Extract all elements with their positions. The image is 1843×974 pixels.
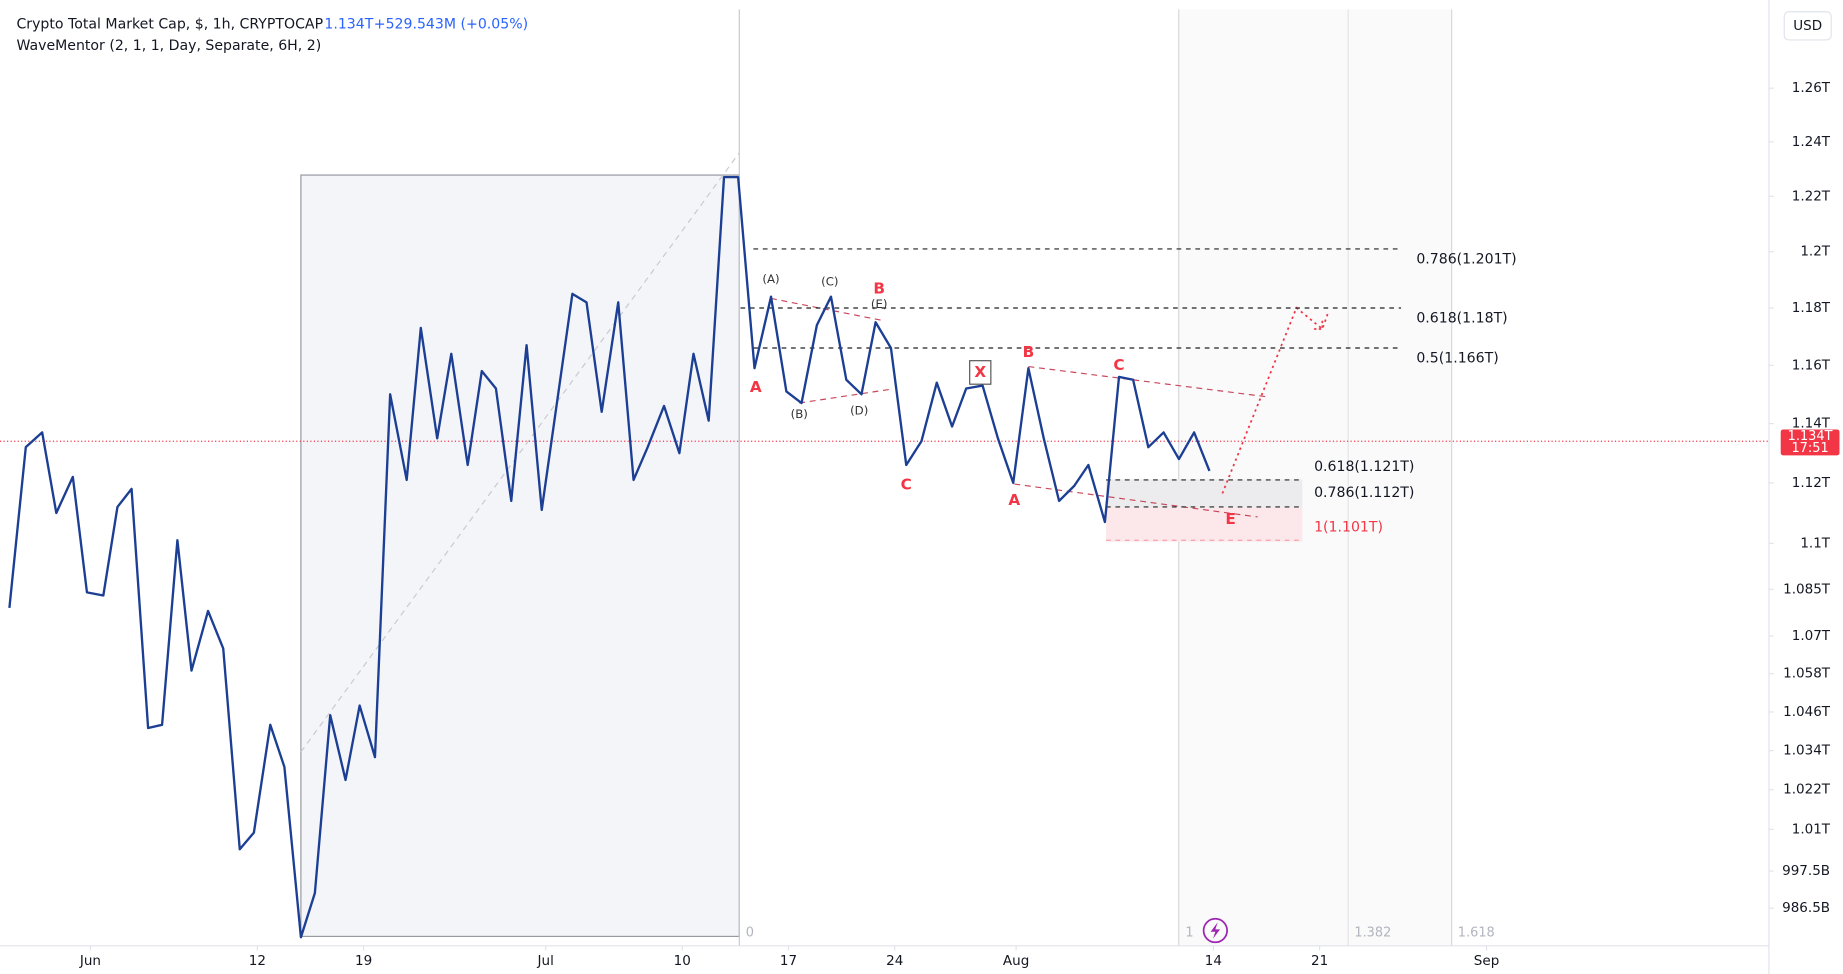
fib-label: 0.786(1.112T) xyxy=(1314,485,1414,501)
trend-line xyxy=(1014,483,1258,518)
projection xyxy=(1221,306,1330,494)
y-tick-label: 1.046T xyxy=(1783,704,1831,720)
diagonal xyxy=(300,152,740,753)
x-tick-label: 24 xyxy=(886,953,903,969)
time-fib-label: 1.618 xyxy=(1458,925,1495,940)
x-tick-label: 10 xyxy=(674,953,691,969)
wave-label: (E) xyxy=(871,297,888,311)
fib-label: 0.786(1.201T) xyxy=(1416,251,1516,267)
y-tick-label: 1.26T xyxy=(1792,80,1831,96)
y-tick-label: 1.058T xyxy=(1783,666,1831,682)
x-tick-label: 21 xyxy=(1311,953,1328,969)
y-tick-label: 1.14T xyxy=(1792,416,1831,432)
y-tick-label: 986.5B xyxy=(1782,900,1830,916)
y-tick-label: 1.085T xyxy=(1783,581,1831,597)
x-tick-label: 17 xyxy=(780,953,797,969)
trend-line xyxy=(799,388,894,404)
y-tick-label: 1.22T xyxy=(1792,188,1831,204)
time-fib-label: 1.382 xyxy=(1354,925,1391,940)
y-tick-label: 1.2T xyxy=(1800,244,1830,260)
time-fib-label: 0 xyxy=(746,925,754,940)
zone xyxy=(1106,479,1303,508)
last-price: 1.134T xyxy=(324,17,373,33)
range-box xyxy=(300,174,740,937)
time-fib-label: 1 xyxy=(1185,925,1193,940)
currency-button[interactable] xyxy=(1783,11,1832,41)
y-tick-label: 1.24T xyxy=(1792,134,1831,150)
x-tick-label: 12 xyxy=(249,953,266,969)
alert-icon-bolt xyxy=(1210,922,1221,939)
change: +529.543M (+0.05%) xyxy=(374,17,528,33)
y-tick-label: 1.18T xyxy=(1792,300,1831,316)
fib-label: 0.5(1.166T) xyxy=(1416,351,1498,367)
fib-label: 0.618(1.18T) xyxy=(1416,311,1507,327)
x-tick-label: Sep xyxy=(1474,953,1499,969)
trend-lines xyxy=(770,297,1270,518)
trend-line xyxy=(1028,365,1270,398)
zone xyxy=(1106,507,1303,542)
x-tick-label: Jun xyxy=(79,953,101,969)
time-fib-zone xyxy=(1178,9,1452,946)
countdown: 17:51 xyxy=(1791,441,1828,456)
alert-icon[interactable] xyxy=(1202,917,1228,944)
y-tick-label: 1.07T xyxy=(1792,628,1831,644)
wave-label: C xyxy=(901,476,912,494)
wave-label: A xyxy=(750,378,762,396)
wave-label: B xyxy=(873,280,885,298)
wave-label: C xyxy=(1113,356,1124,374)
last-price-tag-label: 1.134T xyxy=(1788,429,1833,444)
currency[interactable]: USD xyxy=(1793,18,1822,34)
wave-label: A xyxy=(1008,491,1020,509)
wave-label: (A) xyxy=(762,272,779,286)
projection-arrow xyxy=(1314,319,1324,330)
y-tick-label: 1.12T xyxy=(1792,475,1831,491)
y-tick-label: 1.034T xyxy=(1783,743,1831,759)
title: Crypto Total Market Cap, $, 1h, CRYPTOCA… xyxy=(16,17,323,33)
wave-label: B xyxy=(1023,343,1035,361)
x-tick-label: 19 xyxy=(355,953,372,969)
x-tick-label: 14 xyxy=(1205,953,1222,969)
wave-label: X xyxy=(974,363,986,381)
indicator: WaveMentor (2, 1, 1, Day, Separate, 6H, … xyxy=(16,38,321,54)
fib-label: 0.618(1.121T) xyxy=(1314,459,1414,475)
y-tick-label: 997.5B xyxy=(1782,863,1830,879)
wave-label: E xyxy=(1225,510,1235,528)
wave-label: (D) xyxy=(850,404,868,418)
wave-label: (B) xyxy=(791,407,808,421)
wave-label-box xyxy=(969,360,992,385)
price-line xyxy=(8,175,1211,939)
y-tick-label: 1.1T xyxy=(1800,535,1830,551)
x-tick-label: Jul xyxy=(537,953,554,969)
y-tick-label: 1.01T xyxy=(1792,821,1831,837)
y-tick-label: 1.022T xyxy=(1783,782,1831,798)
last-price-tag xyxy=(1780,429,1840,456)
trend-line xyxy=(770,297,885,322)
wave-label: (C) xyxy=(821,274,838,288)
x-tick-label: Aug xyxy=(1003,953,1029,969)
fib-label: 1(1.101T) xyxy=(1314,519,1383,535)
y-tick-label: 1.16T xyxy=(1792,357,1831,373)
